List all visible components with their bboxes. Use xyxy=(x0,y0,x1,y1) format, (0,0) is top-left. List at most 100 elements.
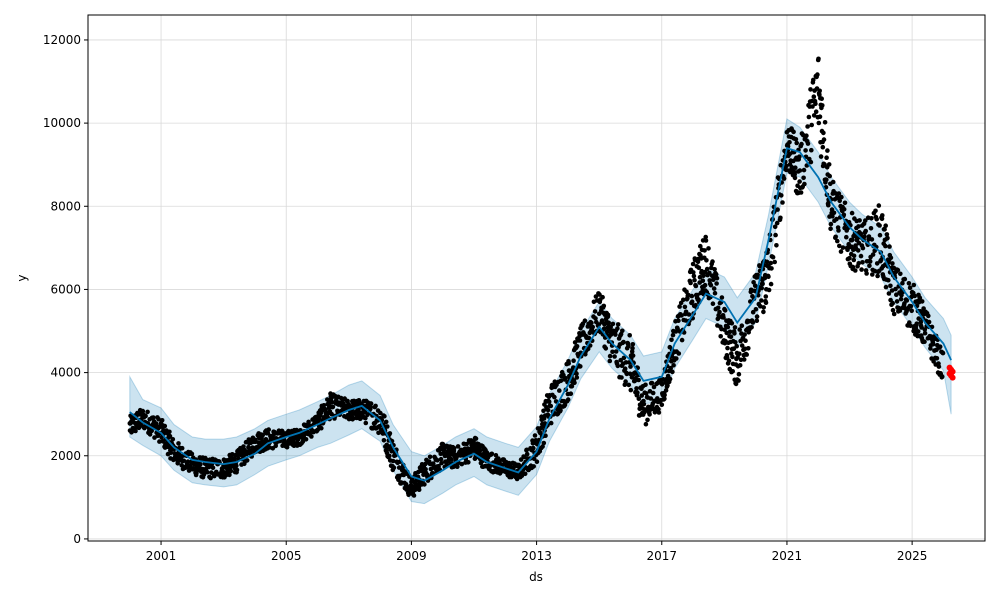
observation-point xyxy=(710,301,716,307)
x-tick-label: 2005 xyxy=(271,549,302,563)
observation-point xyxy=(427,454,433,460)
observation-point xyxy=(329,399,335,405)
observation-point xyxy=(455,464,460,470)
observation-point xyxy=(615,322,621,327)
observation-point xyxy=(866,234,872,239)
observation-point xyxy=(919,299,925,304)
observation-point xyxy=(636,377,641,383)
x-tick-label: 2013 xyxy=(521,549,552,563)
observation-point xyxy=(473,436,479,441)
highlight-points-group xyxy=(946,364,956,381)
observation-point xyxy=(648,396,654,401)
observation-point xyxy=(886,277,891,283)
observation-point xyxy=(577,338,583,343)
observation-point xyxy=(489,451,495,457)
observation-point xyxy=(808,87,813,92)
observation-point xyxy=(842,200,848,206)
observation-point xyxy=(906,281,912,286)
observation-point xyxy=(834,216,839,222)
observation-point xyxy=(382,414,387,419)
observation-point xyxy=(210,465,216,471)
observation-point xyxy=(850,264,856,270)
observation-point xyxy=(677,304,682,309)
observation-point xyxy=(826,202,831,208)
observation-point xyxy=(227,472,232,478)
observation-point xyxy=(839,194,844,200)
observation-point xyxy=(930,341,936,347)
observation-point xyxy=(685,292,691,298)
observation-point xyxy=(904,298,910,303)
observation-point xyxy=(682,304,688,310)
observation-point xyxy=(744,352,749,357)
observation-point xyxy=(176,441,181,446)
observation-point xyxy=(821,130,826,136)
observation-point xyxy=(477,448,483,454)
observation-point xyxy=(755,272,760,278)
observation-point xyxy=(442,446,447,452)
observation-point xyxy=(875,273,880,279)
observation-point xyxy=(578,364,583,369)
observation-point xyxy=(759,298,764,303)
observation-point xyxy=(817,114,823,119)
observation-point xyxy=(706,246,711,251)
observation-point xyxy=(761,305,766,310)
observation-point xyxy=(574,375,580,380)
observation-point xyxy=(145,409,150,415)
observation-point xyxy=(883,223,888,228)
observation-point xyxy=(383,419,389,425)
observation-point xyxy=(683,318,688,323)
observation-point xyxy=(244,458,250,463)
observation-point xyxy=(838,249,844,254)
observation-point xyxy=(676,351,682,356)
observation-point xyxy=(898,271,903,277)
observation-point xyxy=(534,459,540,465)
observation-point xyxy=(799,141,804,147)
observation-point xyxy=(600,294,605,300)
observation-point xyxy=(862,234,867,239)
observation-point xyxy=(828,226,833,232)
observation-point xyxy=(794,140,799,146)
observation-point xyxy=(423,467,428,472)
observation-point xyxy=(821,137,827,142)
observation-point xyxy=(879,216,885,222)
observation-point xyxy=(205,469,210,475)
observation-point xyxy=(888,255,894,261)
observation-point xyxy=(816,56,821,62)
observation-point xyxy=(810,104,815,109)
observation-point xyxy=(387,431,393,436)
y-axis-ticks: 0 2000 4000 6000 8000 10000 12000 xyxy=(43,33,88,546)
observation-point xyxy=(662,392,667,398)
observation-point xyxy=(691,270,696,275)
observation-point xyxy=(858,231,864,237)
observation-point xyxy=(791,129,796,135)
observation-point xyxy=(622,366,628,372)
y-tick-label: 4000 xyxy=(50,366,81,380)
observation-point xyxy=(890,307,896,313)
observation-point xyxy=(729,321,735,326)
observation-point xyxy=(387,453,392,459)
observation-point xyxy=(780,200,785,205)
observation-point xyxy=(736,378,741,383)
forecast-line xyxy=(129,146,952,482)
observation-point xyxy=(246,444,251,450)
observation-point xyxy=(880,213,885,218)
observation-point xyxy=(194,470,199,476)
observation-point xyxy=(828,221,834,227)
observation-point xyxy=(712,267,717,272)
observation-point xyxy=(733,381,739,387)
observation-point xyxy=(870,252,876,257)
observation-point xyxy=(833,234,838,240)
observation-point xyxy=(863,218,868,223)
forecast-line-group xyxy=(129,146,952,482)
observation-point xyxy=(286,428,291,434)
observation-point xyxy=(811,113,817,118)
observation-point xyxy=(708,282,714,288)
observation-point xyxy=(858,253,864,259)
observation-point xyxy=(411,493,417,498)
observation-point xyxy=(679,313,684,318)
observation-point xyxy=(449,457,454,462)
observation-point xyxy=(711,286,717,291)
observation-point xyxy=(149,428,154,434)
observation-point xyxy=(422,461,428,467)
